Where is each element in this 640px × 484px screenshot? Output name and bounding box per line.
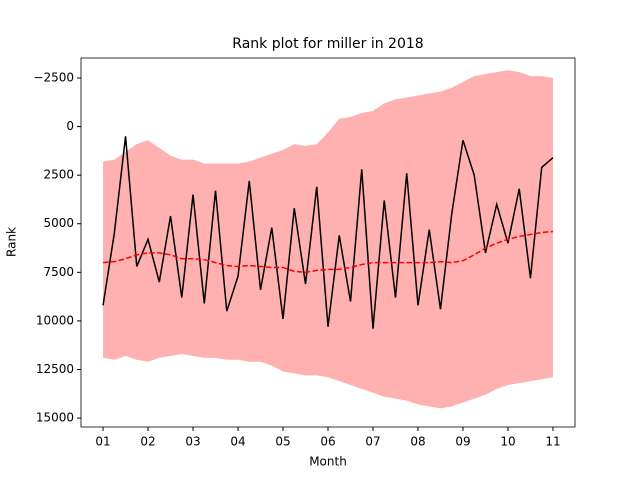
x-tick-label: 03 (185, 435, 200, 449)
x-tick-label: 10 (500, 435, 515, 449)
y-tick-label: 5000 (43, 216, 74, 230)
band-area (103, 70, 553, 409)
y-tick-label: 0 (66, 119, 74, 133)
x-tick-label: 11 (545, 435, 560, 449)
chart-title: Rank plot for miller in 2018 (232, 36, 423, 52)
series-line (102, 136, 554, 329)
y-tick-label: 2500 (43, 168, 74, 182)
x-tick-label: 08 (410, 435, 425, 449)
x-tick-label: 09 (455, 435, 470, 449)
x-tick-label: 04 (230, 435, 245, 449)
x-tick-label: 01 (95, 435, 110, 449)
y-tick-label: −2500 (33, 71, 74, 85)
y-tick-label: 15000 (36, 411, 74, 425)
x-tick-label: 02 (140, 435, 155, 449)
y-tick-label: 7500 (43, 265, 74, 279)
x-tick-label: 07 (365, 435, 380, 449)
x-tick-label: 06 (320, 435, 335, 449)
y-tick-label: 10000 (36, 313, 74, 327)
series-line (102, 230, 554, 274)
y-axis-label: Rank (5, 227, 19, 257)
x-tick-label: 05 (275, 435, 290, 449)
y-tick-label: 12500 (36, 362, 74, 376)
x-axis-label: Month (309, 455, 347, 469)
